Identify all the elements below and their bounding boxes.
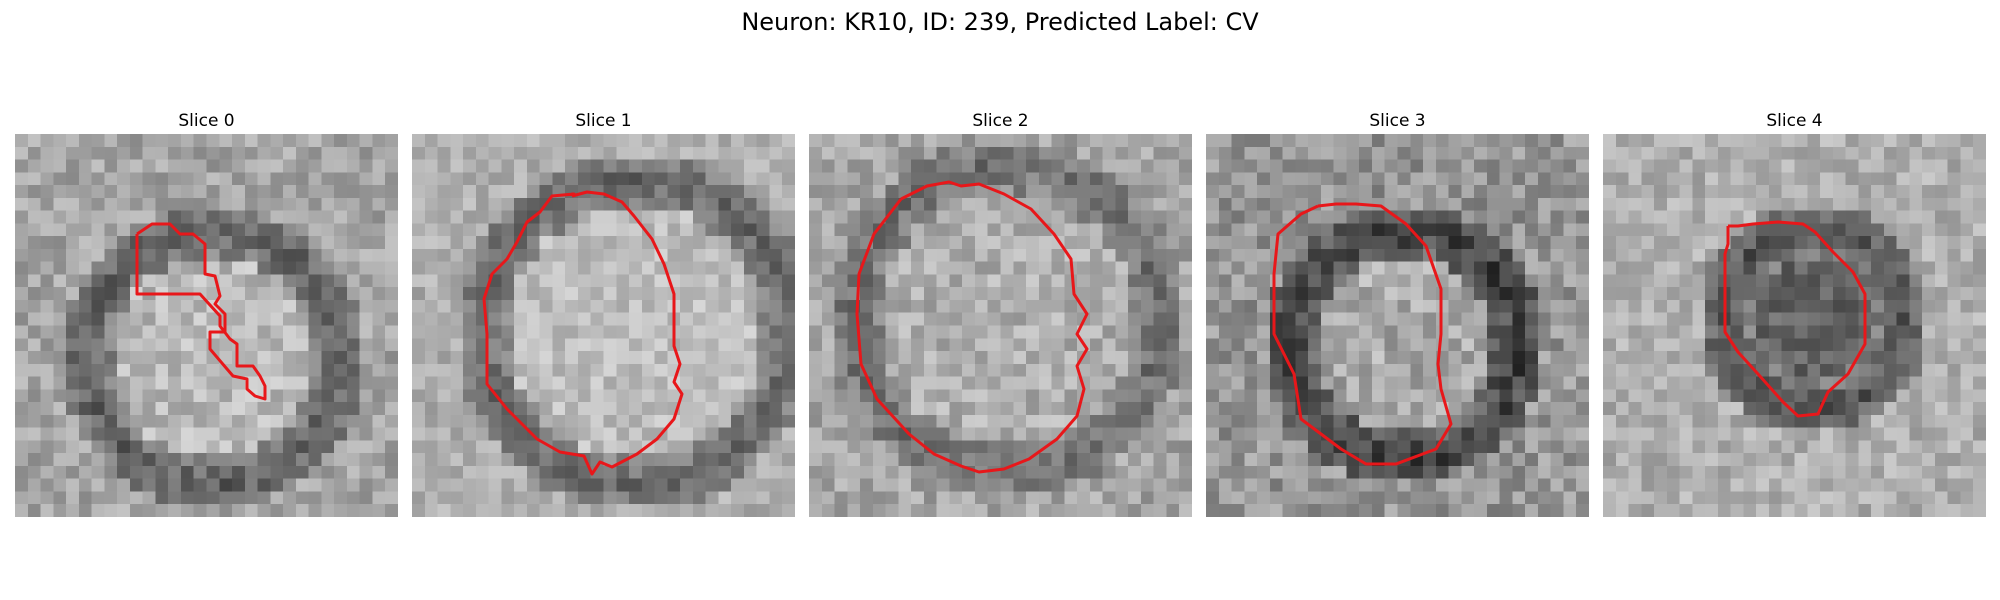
slice-2-contour	[855, 180, 1089, 474]
slice-image-4	[1603, 134, 1986, 517]
slice-4-contour	[1723, 220, 1867, 418]
slice-1-pixels	[412, 134, 795, 517]
slice-title: Slice 2	[972, 111, 1029, 131]
slice-image-3	[1206, 134, 1589, 517]
slice-image-0	[15, 134, 398, 517]
slice-panel-4: Slice 4	[1603, 108, 1986, 517]
slice-panel-3: Slice 3	[1206, 108, 1589, 517]
slice-panel-0: Slice 0	[15, 108, 398, 517]
slice-0-contour	[135, 222, 267, 401]
slice-3-pixels	[1206, 134, 1589, 517]
slice-title: Slice 1	[575, 111, 632, 131]
slice-title: Slice 4	[1766, 111, 1823, 131]
slice-title: Slice 3	[1369, 111, 1426, 131]
slice-title: Slice 0	[178, 111, 235, 131]
slice-image-1	[412, 134, 795, 517]
slice-panel-1: Slice 1	[412, 108, 795, 517]
slice-4-pixels	[1603, 134, 1986, 517]
slice-3-contour	[1272, 202, 1453, 466]
slice-panel-2: Slice 2	[809, 108, 1192, 517]
slice-0-pixels	[15, 134, 398, 517]
slice-image-2	[809, 134, 1192, 517]
figure-title: Neuron: KR10, ID: 239, Predicted Label: …	[741, 8, 1259, 36]
slice-1-contour	[482, 190, 684, 476]
slice-2-pixels	[809, 134, 1192, 517]
